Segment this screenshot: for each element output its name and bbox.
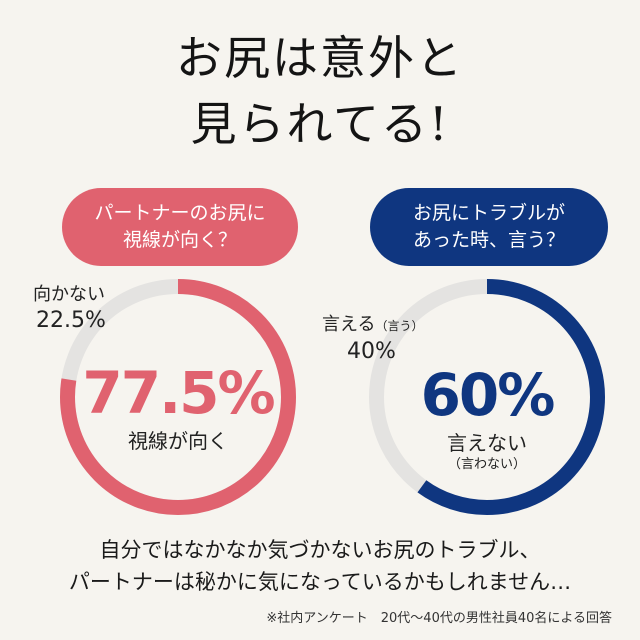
other-label-tell: 言える（言う）: [322, 313, 423, 338]
main-sublabel-tell: （言わない）: [447, 457, 526, 472]
headline-line-2: 見られてる!: [190, 97, 450, 151]
survey-note: ※社内アンケート 20代〜40代の男性社員40名による回答: [266, 611, 612, 626]
main-label-tell: 言えない: [447, 431, 527, 455]
main-value-tell: 60%: [420, 361, 556, 429]
question-line-1: お尻にトラブルが: [412, 202, 565, 224]
donut-chart-tell: [369, 279, 605, 515]
question-line-1: パートナーのお尻に: [94, 202, 266, 224]
headline-line-1: お尻は意外と: [176, 31, 464, 85]
question-line-2: 視線が向く？: [122, 229, 237, 251]
other-value-gaze: 22.5%: [36, 308, 106, 333]
other-label-text: 言える: [322, 314, 376, 335]
donut-chart-gaze: [60, 279, 296, 515]
donut-ring: [369, 279, 605, 515]
body-line-1: 自分ではなかなか気づかないお尻のトラブル、: [99, 538, 541, 562]
question-line-2: あった時、言う？: [412, 229, 565, 251]
main-value-gaze: 77.5%: [82, 359, 275, 427]
other-label-paren: （言う）: [375, 319, 424, 333]
other-label-gaze: 向かない: [33, 284, 105, 305]
donut-ring: [60, 279, 296, 515]
other-value-tell: 40%: [347, 339, 396, 364]
question-pill-gaze: パートナーのお尻に 視線が向く？: [62, 188, 298, 266]
question-pill-tell: お尻にトラブルが あった時、言う？: [370, 188, 608, 266]
main-label-gaze: 視線が向く: [128, 429, 228, 453]
body-line-2: パートナーは秘かに気になっているかもしれません…: [68, 570, 572, 594]
